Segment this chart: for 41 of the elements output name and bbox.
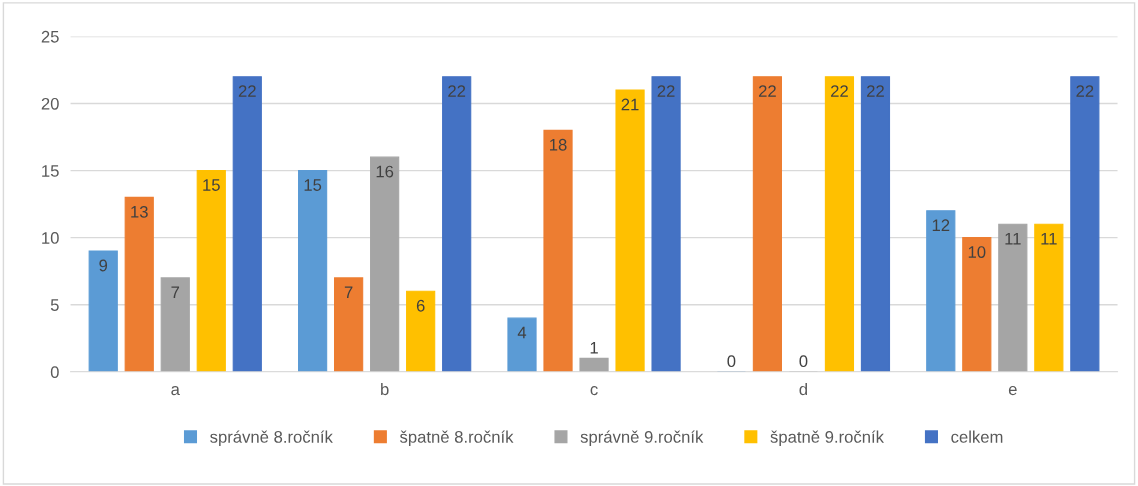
y-tick-label: 20 [41, 97, 59, 110]
data-label: 12 [932, 219, 950, 231]
data-label: 22 [448, 85, 466, 97]
legend-label: správně 8.ročník [210, 430, 333, 447]
y-tick-label: 10 [42, 232, 59, 244]
data-label: 21 [621, 98, 639, 111]
data-label: 22 [867, 85, 884, 97]
y-tick-label: 15 [42, 165, 59, 177]
x-tick-label: a [171, 386, 180, 396]
data-label: 16 [376, 165, 394, 178]
x-tick-label: b [381, 382, 389, 396]
legend-label: špatně 9.ročník [770, 430, 884, 447]
data-label: 22 [657, 85, 675, 97]
data-label: 9 [99, 259, 108, 272]
x-tick-label: e [1008, 386, 1017, 396]
data-label: 15 [203, 179, 220, 191]
data-label: 22 [831, 85, 848, 97]
data-label: 11 [1041, 232, 1057, 245]
data-label: 0 [799, 355, 808, 368]
data-label: 7 [344, 286, 353, 299]
data-label: 22 [238, 85, 256, 97]
data-label: 22 [1076, 85, 1094, 97]
data-label: 22 [758, 85, 776, 97]
data-label: 4 [517, 326, 527, 339]
data-label: 13 [131, 205, 148, 218]
data-label: 0 [727, 355, 736, 368]
data-label: 6 [416, 299, 425, 312]
data-label: 1 [590, 342, 598, 354]
x-tick-label: d [799, 382, 807, 396]
y-tick-label: 5 [50, 299, 59, 311]
legend-label: správně 9.ročník [580, 430, 704, 447]
x-tick-label: c [590, 386, 598, 396]
data-label: 10 [968, 246, 986, 258]
legend-label: celkem [951, 430, 1003, 443]
data-label: 18 [550, 138, 567, 151]
y-tick-label: 25 [41, 30, 59, 43]
data-label: 7 [171, 286, 180, 299]
data-label: 11 [1005, 232, 1021, 245]
data-label: 15 [304, 179, 322, 191]
legend-label: špatně 8.ročník [399, 430, 514, 447]
y-tick-label: 0 [50, 366, 59, 378]
